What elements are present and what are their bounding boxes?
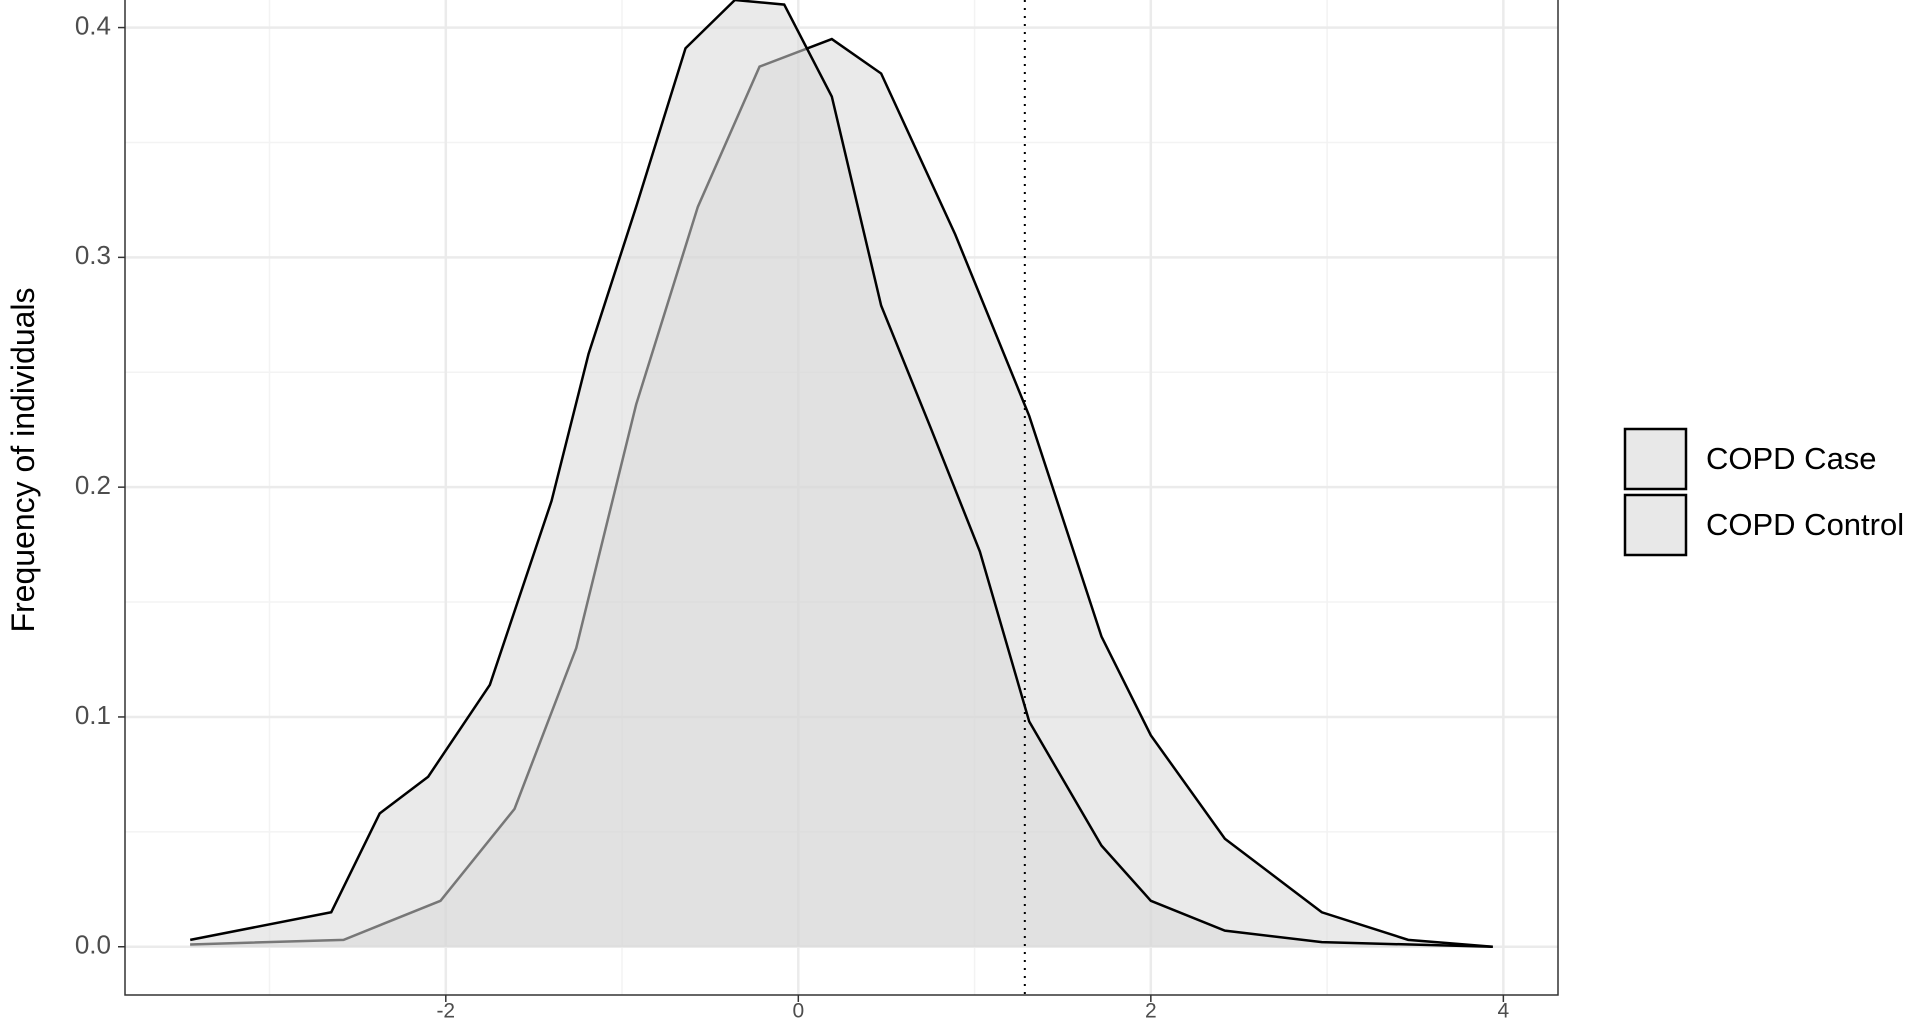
legend-key	[1623, 493, 1688, 557]
panel-border	[124, 0, 1559, 996]
density-line	[189, 0, 1493, 948]
legend-label: COPD Case	[1706, 441, 1877, 476]
y-tick-label: 0.3	[75, 240, 111, 270]
x-tick-label: -2	[436, 999, 455, 1022]
x-tick-label: 2	[1145, 999, 1157, 1022]
y-tick-label: 0.4	[75, 10, 111, 40]
y-tick-label: 0.0	[75, 930, 111, 960]
y-axis-label: Frequency of individuals	[5, 287, 41, 632]
x-tick-label: 0	[792, 999, 804, 1022]
legend-label: COPD Control	[1706, 507, 1904, 542]
x-tick-label: 4	[1498, 999, 1510, 1022]
y-tick-label: 0.1	[75, 700, 111, 730]
density-area	[190, 0, 1493, 947]
legend-key	[1623, 427, 1688, 491]
y-tick-label: 0.2	[75, 470, 111, 500]
